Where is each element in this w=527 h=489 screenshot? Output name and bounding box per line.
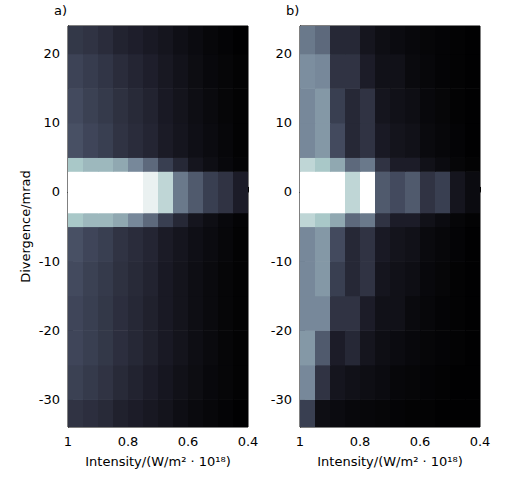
svg-text:a): a) <box>54 3 67 18</box>
svg-text:10: 10 <box>43 115 60 130</box>
svg-text:10: 10 <box>275 115 292 130</box>
svg-text:-10: -10 <box>271 254 292 269</box>
svg-text:Divergence/mrad: Divergence/mrad <box>18 170 33 283</box>
svg-text:Intensity/(W/m² · 10¹⁸): Intensity/(W/m² · 10¹⁸) <box>317 454 463 469</box>
svg-text:0.6: 0.6 <box>410 434 431 449</box>
svg-text:20: 20 <box>275 46 292 61</box>
svg-text:Intensity/(W/m² · 10¹⁸): Intensity/(W/m² · 10¹⁸) <box>85 454 231 469</box>
svg-text:b): b) <box>286 3 299 18</box>
svg-text:0.6: 0.6 <box>178 434 199 449</box>
svg-text:-20: -20 <box>39 323 60 338</box>
svg-text:0.8: 0.8 <box>118 434 139 449</box>
svg-text:1: 1 <box>64 434 72 449</box>
svg-text:0: 0 <box>52 184 60 199</box>
svg-text:-30: -30 <box>271 392 292 407</box>
svg-text:-20: -20 <box>271 323 292 338</box>
svg-text:-10: -10 <box>39 254 60 269</box>
svg-text:0: 0 <box>284 184 292 199</box>
svg-text:20: 20 <box>43 46 60 61</box>
svg-text:0.4: 0.4 <box>470 434 491 449</box>
svg-text:-30: -30 <box>39 392 60 407</box>
svg-text:1: 1 <box>296 434 304 449</box>
svg-text:0.4: 0.4 <box>238 434 259 449</box>
svg-text:0.8: 0.8 <box>350 434 371 449</box>
